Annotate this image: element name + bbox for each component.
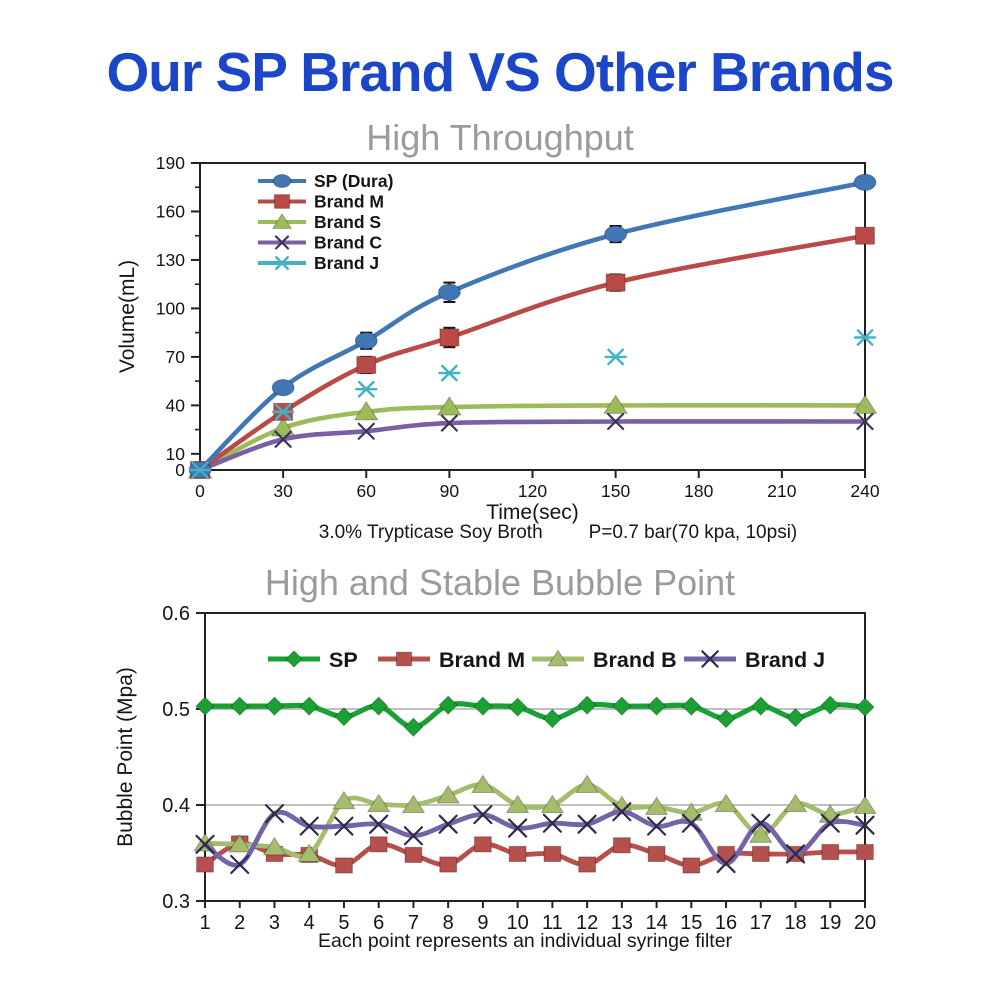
svg-text:11: 11 — [542, 912, 563, 934]
svg-text:0: 0 — [195, 481, 205, 501]
svg-text:70: 70 — [166, 347, 186, 367]
svg-text:14: 14 — [645, 912, 667, 934]
svg-text:4: 4 — [304, 912, 315, 934]
svg-text:15: 15 — [680, 912, 702, 934]
svg-text:3: 3 — [269, 912, 280, 934]
legend-label-brand-s: Brand S — [314, 212, 381, 232]
caption-medium: 3.0% Trypticase Soy Broth — [318, 522, 543, 543]
svg-text:100: 100 — [156, 298, 185, 318]
svg-text:12: 12 — [576, 912, 598, 934]
svg-text:1: 1 — [199, 912, 210, 934]
svg-text:10: 10 — [166, 444, 186, 464]
series-sp — [195, 695, 875, 737]
svg-text:17: 17 — [750, 912, 772, 934]
svg-text:5: 5 — [338, 912, 349, 934]
series-brand-j — [195, 802, 875, 875]
bubble-point-chart-title: High and Stable Bubble Point — [264, 562, 736, 603]
chart2-gridlines — [205, 708, 865, 806]
chart1-x-axis-label: Time(sec) — [486, 501, 579, 524]
svg-text:240: 240 — [850, 481, 879, 501]
svg-text:9: 9 — [477, 912, 488, 934]
svg-text:130: 130 — [156, 250, 185, 270]
svg-text:0.5: 0.5 — [162, 699, 190, 721]
svg-text:0.4: 0.4 — [162, 795, 190, 817]
svg-text:19: 19 — [819, 912, 841, 934]
throughput-chart-title: High Throughput — [366, 117, 634, 158]
legend-label-brand-j: Brand J — [745, 648, 825, 672]
svg-text:90: 90 — [440, 481, 460, 501]
chart2-legend: SP Brand M Brand B Brand J — [268, 648, 825, 672]
svg-text:40: 40 — [166, 395, 186, 415]
svg-text:150: 150 — [601, 481, 630, 501]
chart2-axes: 0.30.40.50.61 2 3 4 5 6 7 8 9 10 11 12 13 14 15 16 17 18 1… — [162, 603, 876, 934]
svg-text:2: 2 — [234, 912, 245, 934]
chart1-y-axis-label: Volume(mL) — [116, 260, 139, 373]
bubble-point-chart: 0.30.40.50.61 2 3 4 5 6 7 8 9 10 11 12 13 14 15 16 17 18 1… — [114, 603, 877, 934]
legend-label-sp-dura: SP (Dura) — [314, 171, 393, 191]
caption-pressure: P=0.7 bar(70 kpa, 10psi) — [588, 522, 798, 543]
legend-label-sp: SP — [329, 648, 358, 672]
legend-label-brand-m: Brand M — [314, 192, 384, 212]
svg-text:30: 30 — [273, 481, 293, 501]
legend-label-brand-b: Brand B — [593, 648, 677, 672]
series-brand-b — [193, 774, 877, 863]
svg-text:0: 0 — [175, 460, 185, 480]
svg-text:18: 18 — [784, 912, 806, 934]
svg-text:190: 190 — [156, 155, 185, 173]
svg-text:10: 10 — [507, 912, 529, 934]
svg-text:7: 7 — [408, 912, 419, 934]
legend-label-brand-c: Brand C — [314, 233, 382, 253]
svg-text:8: 8 — [443, 912, 454, 934]
svg-text:20: 20 — [854, 912, 876, 934]
svg-text:180: 180 — [684, 481, 713, 501]
throughput-chart-caption: 3.0% Trypticase Soy Broth P=0.7 bar(70 kp… — [58, 522, 1000, 544]
bubble-point-chart-caption: Each point represents an individual syri… — [317, 930, 733, 952]
legend-label-brand-j: Brand J — [314, 253, 379, 273]
chart2-y-axis-label: Bubble Point (Mpa) — [114, 667, 137, 847]
svg-text:210: 210 — [767, 481, 796, 501]
svg-text:0.6: 0.6 — [162, 603, 190, 625]
svg-text:160: 160 — [156, 201, 185, 221]
page-title: Our SP Brand VS Other Brands — [106, 41, 894, 103]
svg-text:0.3: 0.3 — [162, 891, 190, 913]
svg-text:13: 13 — [611, 912, 633, 934]
svg-text:60: 60 — [357, 481, 377, 501]
svg-text:6: 6 — [373, 912, 384, 934]
series-brand-j — [188, 329, 877, 479]
svg-text:16: 16 — [715, 912, 737, 934]
svg-text:120: 120 — [518, 481, 547, 501]
legend-label-brand-m: Brand M — [439, 648, 525, 672]
